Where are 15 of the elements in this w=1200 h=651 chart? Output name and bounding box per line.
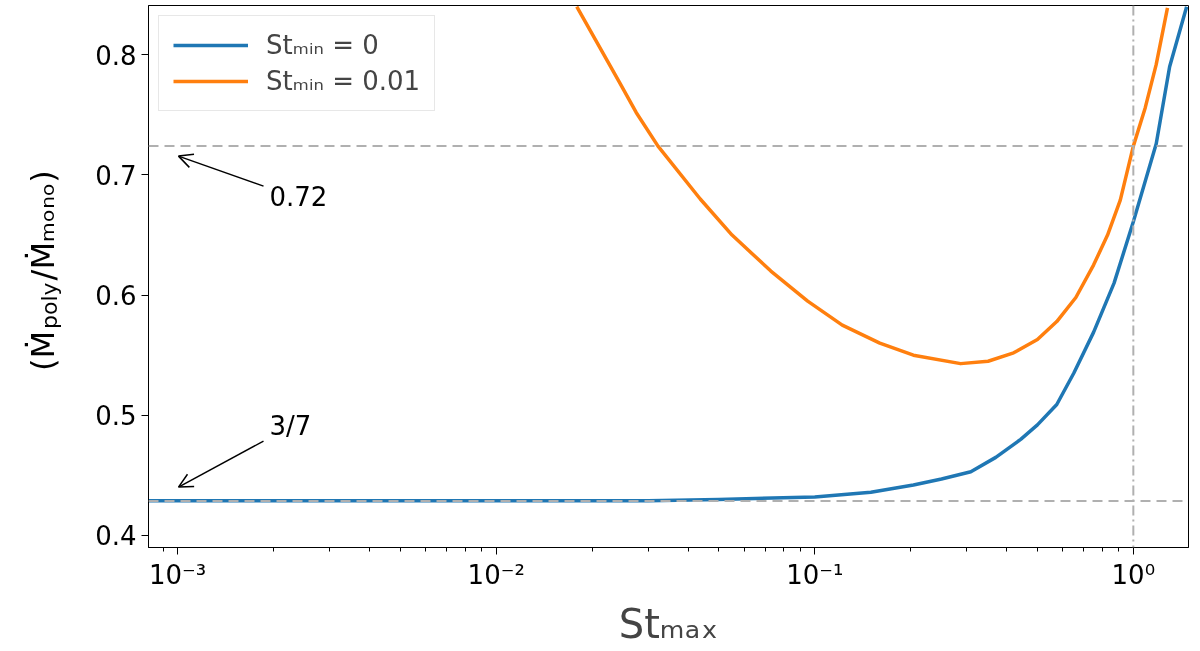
y-tick-label: 0.6 [95, 281, 137, 312]
y-tick-label: 0.5 [95, 401, 137, 432]
y-tick-label: 0.8 [95, 40, 137, 71]
legend-label: Stₘᵢₙ = 0.01 [266, 66, 421, 96]
x-axis-title: Stₘₐₓ [618, 600, 719, 647]
annotation: 0.72 [269, 182, 328, 213]
x-tick-label: 10⁻³ [149, 559, 207, 590]
annotation: 3/7 [269, 411, 312, 442]
x-tick-label: 10⁻² [467, 559, 525, 590]
x-tick-label: 10⁰ [1111, 559, 1156, 590]
y-tick-label: 0.7 [95, 160, 137, 191]
legend-label: Stₘᵢₙ = 0 [266, 30, 379, 60]
y-tick-label: 0.4 [95, 521, 137, 552]
x-tick-label: 10⁻¹ [786, 559, 844, 590]
y-axis-title: (Ṁpoly/Ṁₘₒₙₒ) [23, 170, 62, 372]
